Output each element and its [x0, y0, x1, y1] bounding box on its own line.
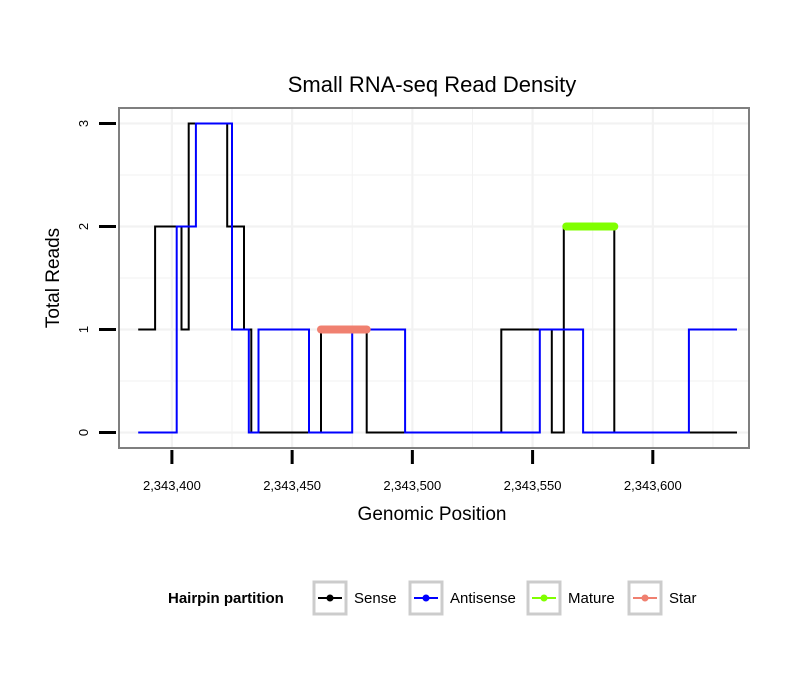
y-axis: 0 1 2 3: [76, 120, 116, 436]
y-tick-label: 1: [76, 326, 91, 333]
x-axis-title: Genomic Position: [358, 504, 507, 525]
legend-key-dot: [540, 594, 548, 602]
x-tick-label: 2,343,400: [143, 478, 201, 493]
legend-item-sense: Sense: [312, 580, 397, 616]
legend-item-star: Star: [627, 580, 697, 616]
legend-key-dot: [641, 594, 649, 602]
y-tick-label: 3: [76, 120, 91, 127]
x-tick-label: 2,343,450: [263, 478, 321, 493]
plot-border: [118, 107, 750, 449]
legend: Hairpin partition Sense Antisense Mature St…: [168, 580, 697, 616]
x-axis: 2,343,400 2,343,450 2,343,500 2,343,550 2,34…: [143, 450, 682, 493]
y-axis-title: Total Reads: [43, 228, 64, 328]
x-tick-label: 2,343,550: [504, 478, 562, 493]
y-tick-label: 2: [76, 223, 91, 230]
series-sense: [138, 122, 737, 434]
x-tick-label: 2,343,600: [624, 478, 682, 493]
legend-title: Hairpin partition: [168, 590, 284, 607]
series-layer: [138, 122, 737, 434]
legend-item-mature: Mature: [526, 580, 615, 616]
legend-label: Star: [669, 590, 697, 607]
legend-label: Antisense: [450, 590, 516, 607]
y-tick-label: 0: [76, 429, 91, 436]
legend-label: Sense: [354, 590, 397, 607]
series-antisense: [138, 122, 737, 434]
chart-title: Small RNA-seq Read Density: [288, 72, 577, 97]
legend-key-dot: [422, 594, 430, 602]
legend-item-antisense: Antisense: [408, 580, 516, 616]
legend-label: Mature: [568, 590, 615, 607]
x-tick-label: 2,343,500: [383, 478, 441, 493]
legend-key-dot: [326, 594, 334, 602]
